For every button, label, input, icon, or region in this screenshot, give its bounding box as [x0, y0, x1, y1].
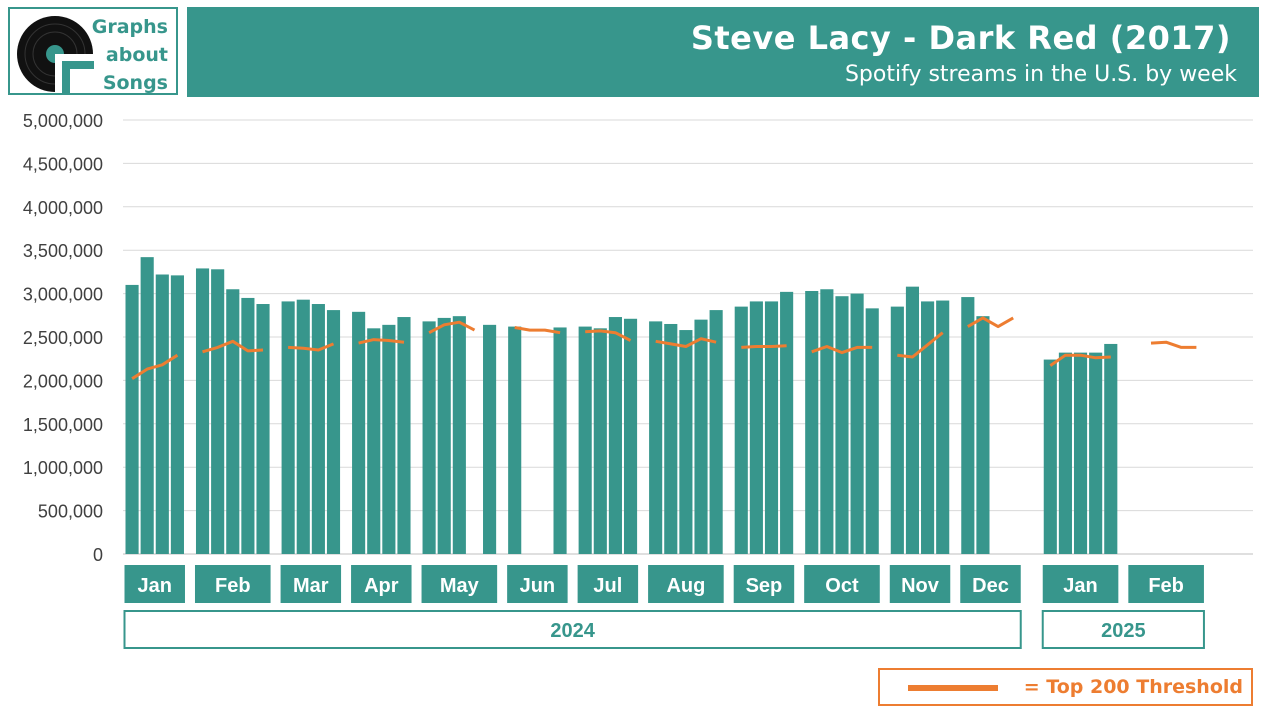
bar [664, 324, 677, 554]
bar [649, 321, 662, 554]
bar [508, 327, 521, 554]
threshold-line [1151, 342, 1196, 347]
month-label: Nov [901, 575, 940, 597]
y-tick-label: 5,000,000 [23, 111, 103, 131]
bar [961, 297, 974, 554]
bar [835, 296, 848, 554]
month-label: Oct [825, 575, 859, 597]
legend: = Top 200 Threshold [878, 668, 1253, 706]
y-tick-label: 3,500,000 [23, 241, 103, 261]
bar [679, 330, 692, 554]
y-tick-label: 3,000,000 [23, 285, 103, 305]
bar [1074, 353, 1087, 554]
bar [851, 294, 864, 554]
month-label: Aug [666, 575, 705, 597]
bar [891, 307, 904, 554]
y-tick-label: 2,000,000 [23, 371, 103, 391]
bar [866, 308, 879, 554]
month-label: May [440, 575, 480, 597]
y-tick-label: 0 [93, 545, 103, 565]
bar [156, 275, 169, 554]
bar [438, 318, 451, 554]
threshold-line [359, 340, 404, 344]
month-label: Dec [972, 575, 1009, 597]
month-label: Jun [520, 575, 556, 597]
threshold-line [741, 346, 786, 348]
bar [397, 317, 410, 554]
y-tick-label: 1,000,000 [23, 458, 103, 478]
threshold-line [968, 318, 1013, 327]
bar [554, 327, 567, 554]
y-tick-label: 4,500,000 [23, 154, 103, 174]
bar [710, 310, 723, 554]
bar [226, 289, 239, 554]
month-label: Jan [1063, 575, 1097, 597]
month-label: Feb [1148, 575, 1184, 597]
year-label: 2024 [550, 620, 595, 642]
year-label: 2025 [1101, 620, 1146, 642]
bar [780, 292, 793, 554]
bar [423, 321, 436, 554]
bar [141, 257, 154, 554]
month-label: Apr [364, 575, 399, 597]
bar [609, 317, 622, 554]
bar [171, 275, 184, 554]
bar [735, 307, 748, 554]
bar-chart: 0 500,000 1,000,000 1,500,000 2,000,000 2,500… [0, 0, 1280, 720]
bar [367, 328, 380, 554]
bar [312, 304, 325, 554]
bar [906, 287, 919, 554]
bar [352, 312, 365, 554]
y-tick-label: 4,000,000 [23, 198, 103, 218]
bar [936, 301, 949, 554]
bar [196, 268, 209, 554]
bar [241, 298, 254, 554]
month-label: Mar [293, 575, 329, 597]
bar [282, 301, 295, 554]
bar [382, 325, 395, 554]
threshold-line [429, 322, 474, 333]
bar [1044, 360, 1057, 554]
threshold-line [585, 331, 630, 341]
y-tick-label: 1,500,000 [23, 415, 103, 435]
legend-label: = Top 200 Threshold [1024, 676, 1243, 698]
bar [594, 328, 607, 554]
month-label: Jul [593, 575, 622, 597]
threshold-line [515, 328, 560, 333]
bar [256, 304, 269, 554]
bar [483, 325, 496, 554]
bar [624, 319, 637, 554]
bar [579, 327, 592, 554]
legend-threshold-swatch [908, 685, 998, 691]
threshold-line [288, 344, 333, 350]
bar [820, 289, 833, 554]
bar [750, 301, 763, 554]
bar [976, 316, 989, 554]
month-label: Feb [215, 575, 251, 597]
bar [453, 316, 466, 554]
threshold-line [897, 333, 942, 357]
bar [126, 285, 139, 554]
month-label: Jan [138, 575, 172, 597]
bar [1089, 353, 1102, 554]
bar [211, 269, 224, 554]
y-tick-label: 2,500,000 [23, 328, 103, 348]
month-label: Sep [746, 575, 783, 597]
bar [805, 291, 818, 554]
bar [1104, 344, 1117, 554]
bar [297, 300, 310, 554]
bar [694, 320, 707, 554]
bar [1059, 353, 1072, 554]
bar [765, 301, 778, 554]
threshold-line [132, 355, 177, 379]
y-tick-label: 500,000 [38, 502, 103, 522]
